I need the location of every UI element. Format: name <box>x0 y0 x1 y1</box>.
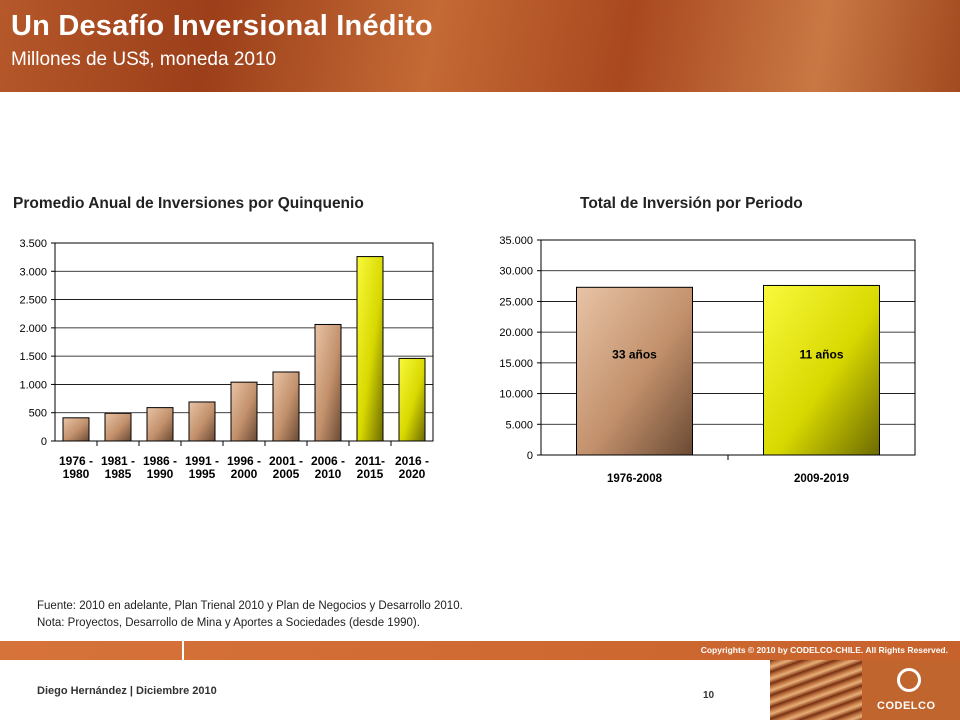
category-label-q-0: 1976 - <box>59 454 93 468</box>
ytick-label-p: 25.000 <box>499 296 533 308</box>
ytick-label-p: 15.000 <box>499 358 533 370</box>
copper-texture-image <box>770 660 862 720</box>
bar-q-4 <box>230 381 258 442</box>
footer-divider <box>182 641 184 660</box>
ytick-label-q: 500 <box>29 408 47 420</box>
category-label-q-5: 2005 <box>273 467 300 481</box>
copyright-text: Copyrights © 2010 by CODELCO-CHILE. All … <box>700 645 948 655</box>
ytick-label-p: 5.000 <box>505 419 533 431</box>
codelco-logo-icon <box>897 668 921 692</box>
bar-data-label-p-0: 33 años <box>612 348 657 362</box>
category-label-q-3: 1991 - <box>185 454 219 468</box>
category-label-q-4: 1996 - <box>227 454 261 468</box>
bar-q-5 <box>272 371 300 442</box>
bar-q-6 <box>314 323 342 442</box>
category-label-q-3: 1995 <box>189 467 216 481</box>
category-label-q-4: 2000 <box>231 467 258 481</box>
category-label-q-8: 2016 - <box>395 454 429 468</box>
ytick-label-q: 2.000 <box>19 323 47 335</box>
ytick-label-p: 35.000 <box>499 235 533 247</box>
ytick-label-q: 2.500 <box>19 295 47 307</box>
footnote: Nota: Proyectos, Desarrollo de Mina y Ap… <box>37 617 420 629</box>
ytick-label-q: 1.500 <box>19 351 47 363</box>
footer-bar <box>0 641 960 660</box>
category-label-q-7: 2011- <box>355 454 385 468</box>
chart-title-periodo: Total de Inversión por Periodo <box>580 195 803 212</box>
ytick-label-q: 3.500 <box>19 238 47 250</box>
ytick-label-p: 0 <box>527 450 533 462</box>
ytick-label-q: 3.000 <box>19 266 47 278</box>
category-label-q-0: 1980 <box>63 467 90 481</box>
ytick-label-q: 1.000 <box>19 379 47 391</box>
bar-p-0 <box>576 286 693 456</box>
ytick-label-p: 20.000 <box>499 327 533 339</box>
category-label-q-8: 2020 <box>399 467 426 481</box>
bar-q-2 <box>146 407 174 442</box>
page-title: Un Desafío Inversional Inédito <box>11 10 433 42</box>
author-date: Diego Hernández | Diciembre 2010 <box>37 685 217 697</box>
source-note: Fuente: 2010 en adelante, Plan Trienal 2… <box>37 600 463 612</box>
category-label-p-0: 1976-2008 <box>607 473 663 485</box>
category-label-q-2: 1986 - <box>143 454 177 468</box>
category-label-q-1: 1985 <box>105 467 132 481</box>
bar-q-0 <box>62 417 90 442</box>
chart-title-quinquenio: Promedio Anual de Inversiones por Quinqu… <box>13 195 364 212</box>
category-label-p-1: 2009-2019 <box>794 473 849 485</box>
category-label-q-2: 1990 <box>147 467 174 481</box>
header-banner: Un Desafío Inversional Inédito Millones … <box>0 0 960 92</box>
category-label-q-6: 2010 <box>315 467 342 481</box>
bar-q-1 <box>104 412 132 442</box>
codelco-logo-text: CODELCO <box>877 700 936 712</box>
ytick-label-q: 0 <box>41 436 47 448</box>
bar-p-1 <box>763 284 880 456</box>
category-label-q-7: 2015 <box>357 467 384 481</box>
page-number: 10 <box>703 690 715 701</box>
bar-q-8 <box>398 357 426 442</box>
ytick-label-p: 10.000 <box>499 389 533 401</box>
bar-data-label-p-1: 11 años <box>799 348 843 362</box>
ytick-label-p: 30.000 <box>499 266 533 278</box>
page-subtitle: Millones de US$, moneda 2010 <box>11 49 277 70</box>
category-label-q-5: 2001 - <box>269 454 303 468</box>
bar-q-3 <box>188 401 216 442</box>
bar-q-7 <box>356 256 384 442</box>
category-label-q-1: 1981 - <box>101 454 135 468</box>
category-label-q-6: 2006 - <box>311 454 345 468</box>
